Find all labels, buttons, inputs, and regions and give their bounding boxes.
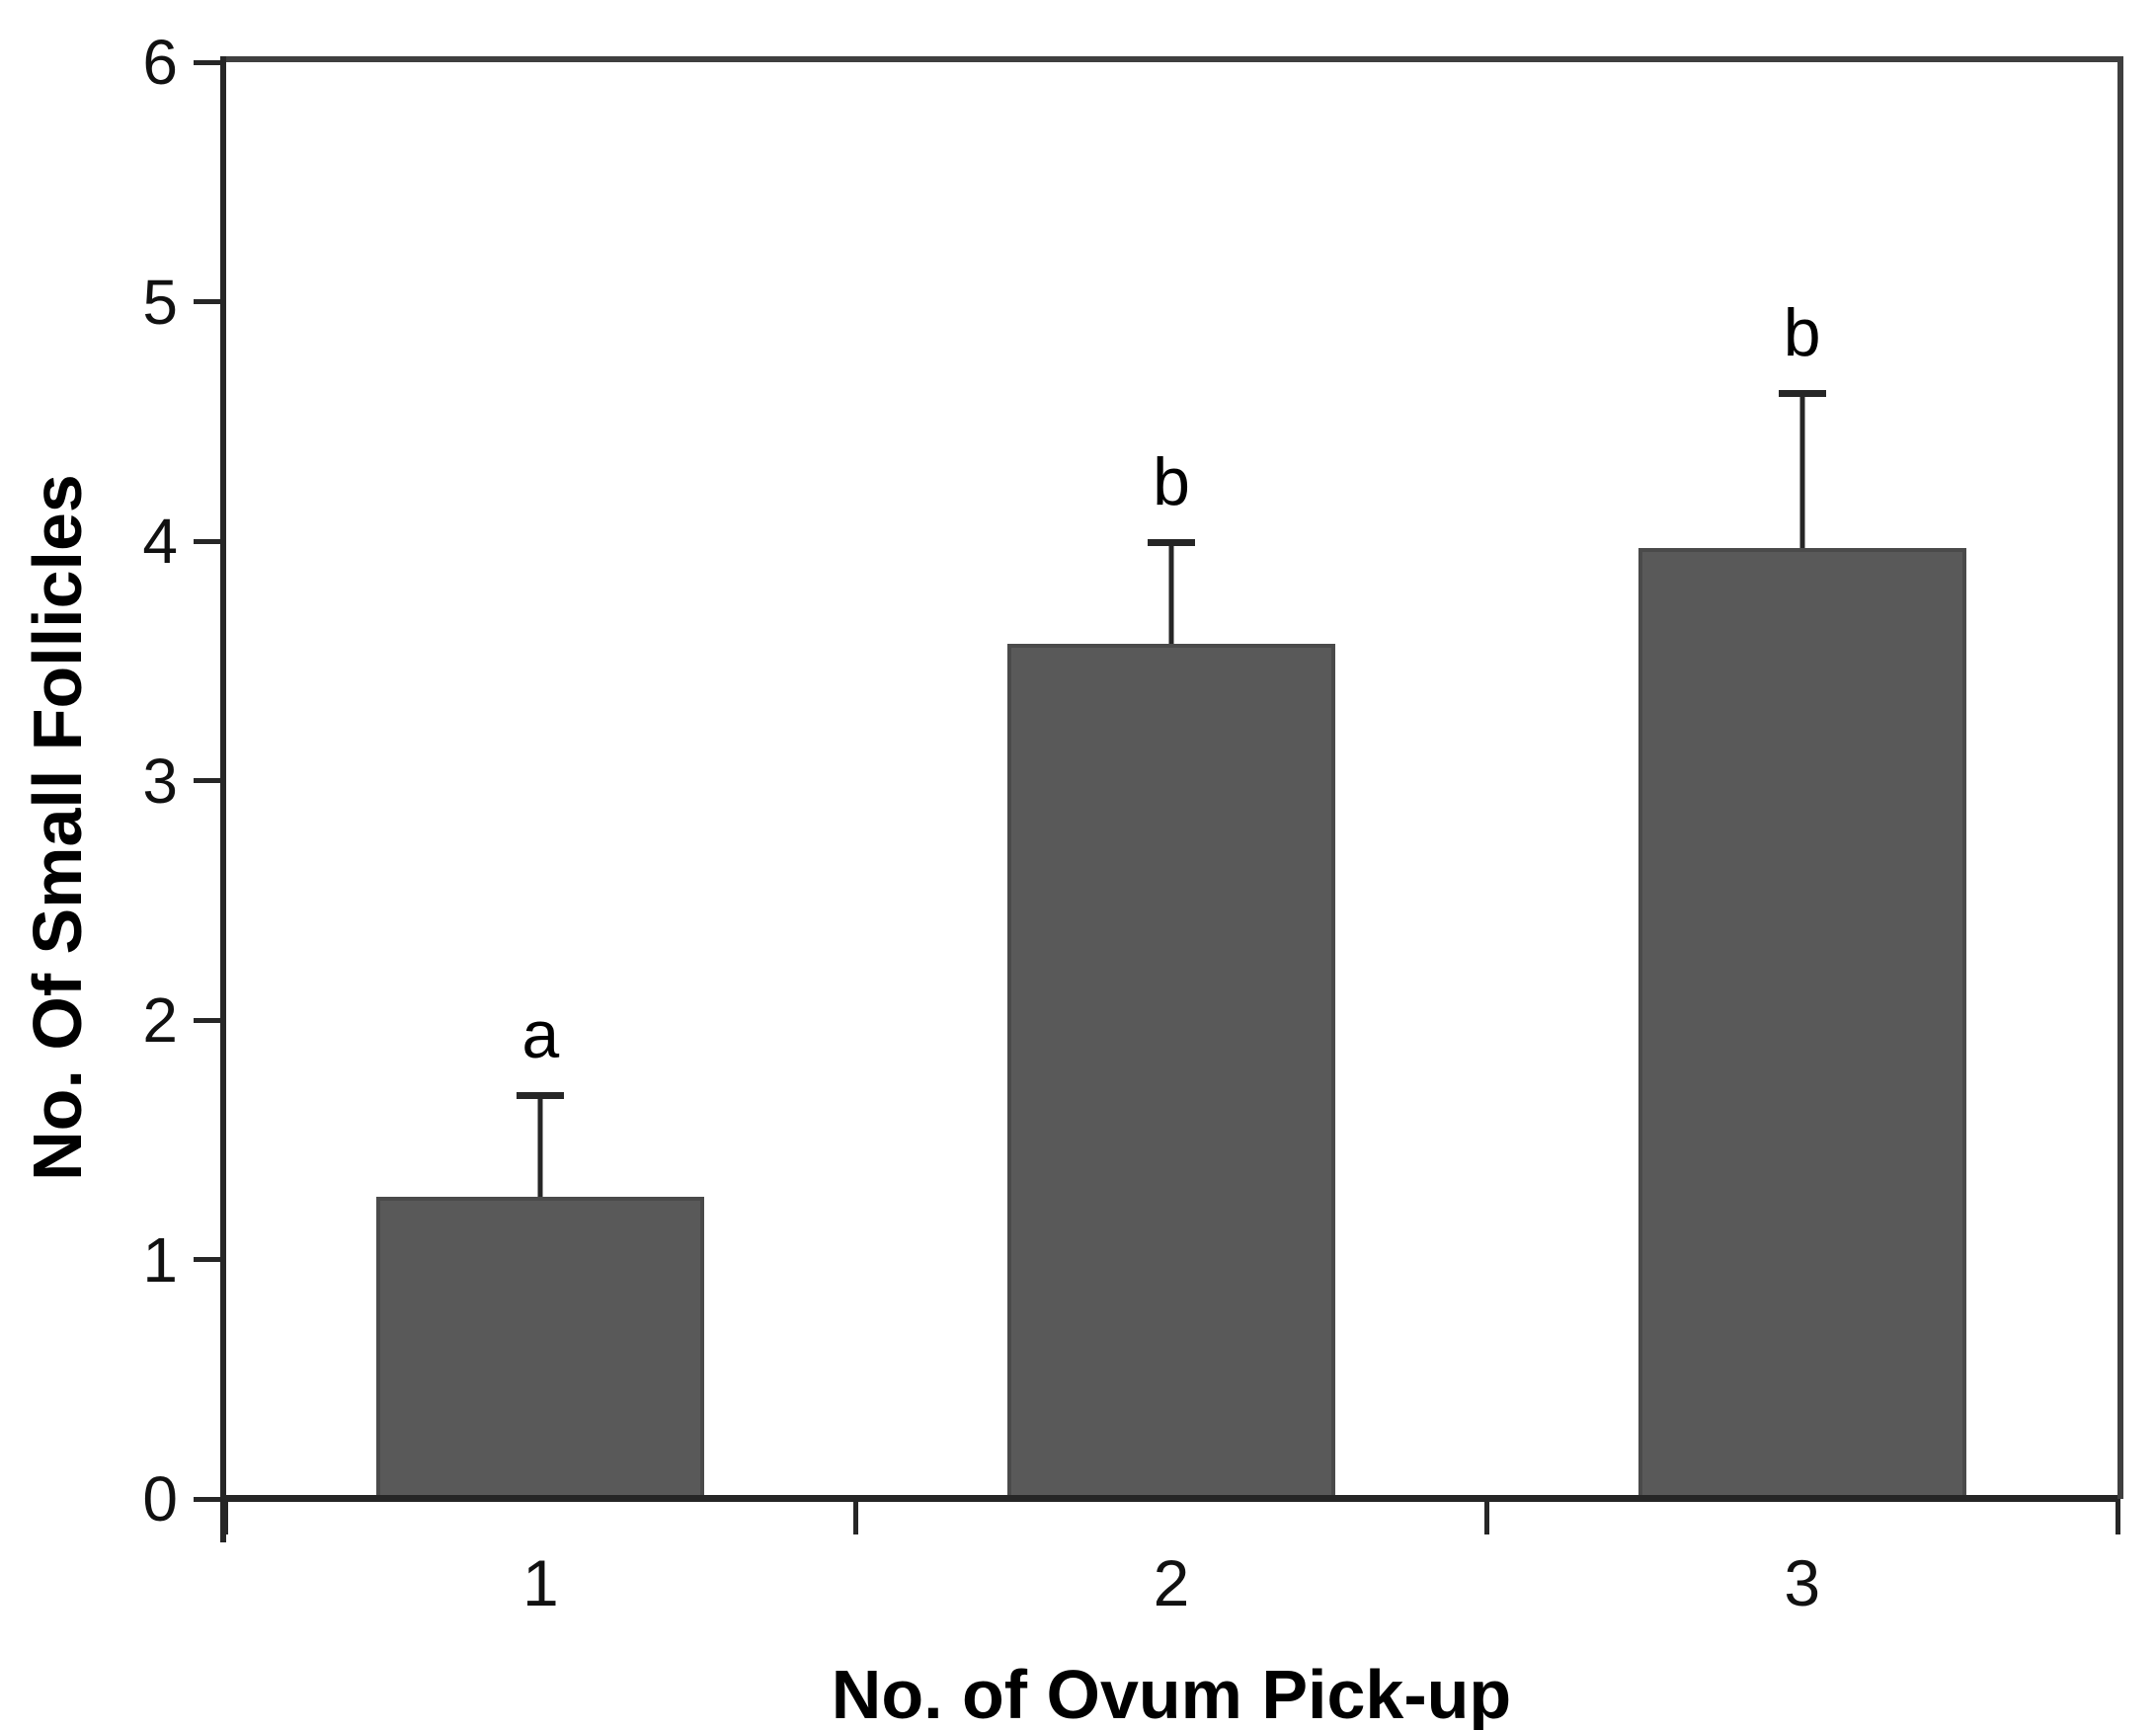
y-tick-label: 2 <box>142 984 178 1056</box>
y-tick <box>194 1496 225 1502</box>
x-tick <box>2115 1499 2120 1534</box>
y-tick <box>194 1017 225 1023</box>
error-bar-cap <box>1778 390 1826 398</box>
x-tick-label: 2 <box>1153 1546 1190 1619</box>
bar <box>1637 548 1966 1499</box>
bar <box>376 1197 705 1499</box>
error-bar-cap <box>1148 538 1195 546</box>
y-tick-label: 4 <box>142 506 178 577</box>
x-tick-label: 1 <box>521 1546 559 1619</box>
x-tick-label: 3 <box>1784 1546 1821 1619</box>
significance-letter: b <box>1153 443 1190 519</box>
x-axis-title: No. of Ovum Pick-up <box>831 1656 1512 1730</box>
y-tick <box>194 538 225 544</box>
error-bar-cap <box>517 1091 565 1099</box>
bar <box>1006 644 1336 1499</box>
y-tick <box>194 299 225 304</box>
x-tick <box>222 1499 228 1534</box>
error-bar-stem <box>537 1091 543 1198</box>
x-tick <box>853 1499 859 1534</box>
error-bar-stem <box>1799 390 1805 549</box>
y-tick <box>194 1257 225 1263</box>
error-bar-stem <box>1168 538 1174 645</box>
y-axis-title: No. Of Small Follicles <box>19 474 96 1181</box>
y-axis-line <box>220 56 226 1542</box>
y-tick-label: 6 <box>142 27 178 98</box>
significance-letter: a <box>521 996 560 1072</box>
x-tick <box>1483 1499 1489 1534</box>
y-tick <box>194 59 225 65</box>
x-axis-line <box>220 1495 2117 1502</box>
significance-letter: b <box>1783 295 1821 371</box>
error-bar <box>1148 538 1195 645</box>
y-tick-label: 5 <box>142 266 178 338</box>
y-tick-label: 0 <box>142 1463 178 1534</box>
error-bar <box>1778 390 1826 549</box>
y-tick <box>194 778 225 783</box>
y-tick-label: 3 <box>142 745 178 817</box>
error-bar <box>517 1091 565 1198</box>
y-tick-label: 1 <box>142 1223 178 1296</box>
